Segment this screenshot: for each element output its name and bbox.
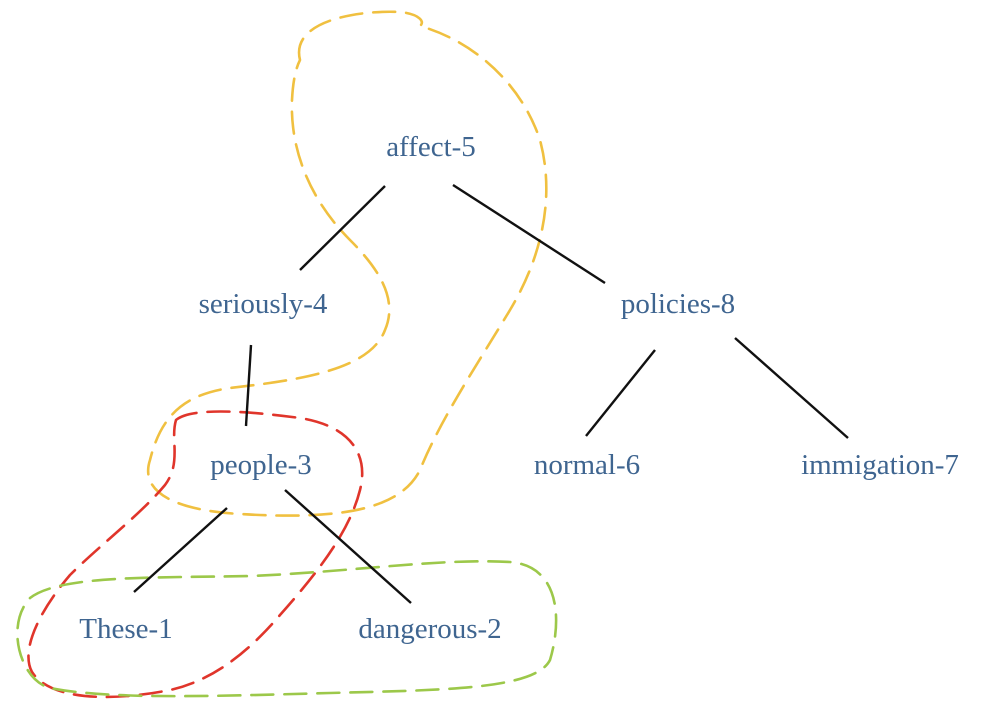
node-these: These-1 bbox=[79, 613, 172, 645]
edge-seriously-people bbox=[244, 344, 253, 427]
red-group-outline bbox=[27, 410, 364, 699]
node-dangerous: dangerous-2 bbox=[358, 613, 501, 645]
edge-people-these bbox=[133, 507, 228, 593]
edge-affect-seriously bbox=[299, 185, 386, 271]
green-group-outline bbox=[16, 559, 558, 698]
node-seriously: seriously-4 bbox=[199, 288, 328, 320]
edge-policies-normal bbox=[585, 349, 656, 437]
node-policies: policies-8 bbox=[621, 288, 735, 320]
node-immigation: immigation-7 bbox=[801, 449, 959, 481]
node-affect: affect-5 bbox=[386, 131, 476, 163]
yellow-group-outline bbox=[147, 10, 548, 517]
edges bbox=[133, 183, 849, 604]
edge-affect-policies bbox=[452, 183, 606, 285]
nodes: affect-5 seriously-4 policies-8 people-3… bbox=[79, 131, 959, 645]
edge-people-dangerous bbox=[284, 489, 412, 604]
node-people: people-3 bbox=[210, 449, 311, 481]
edge-policies-immigation bbox=[734, 337, 849, 439]
node-normal: normal-6 bbox=[534, 449, 640, 481]
